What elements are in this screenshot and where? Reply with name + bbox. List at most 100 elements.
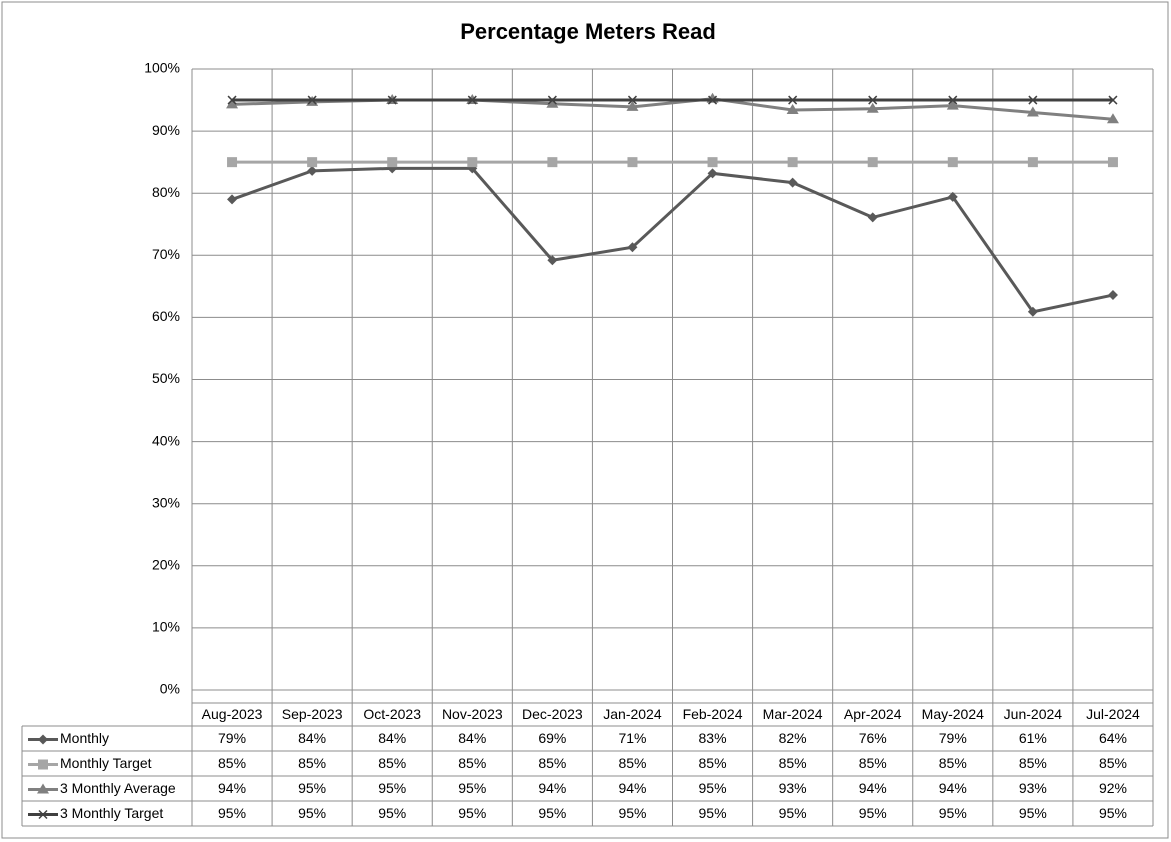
- data-point: [787, 177, 798, 188]
- data-point: [867, 157, 878, 168]
- table-value: 95%: [1099, 805, 1127, 821]
- table-value: 94%: [538, 780, 566, 796]
- table-value: 94%: [618, 780, 646, 796]
- x-tick-label: Apr-2024: [844, 706, 902, 722]
- data-point: [1108, 95, 1118, 105]
- x-tick-label: Feb-2024: [683, 706, 743, 722]
- x-tick-label: Aug-2023: [202, 706, 263, 722]
- table-value: 85%: [298, 755, 326, 771]
- data-point: [707, 157, 718, 168]
- table-value: 64%: [1099, 730, 1127, 746]
- table-value: 95%: [699, 780, 727, 796]
- table-value: 95%: [298, 780, 326, 796]
- table-value: 79%: [939, 730, 967, 746]
- table-value: 95%: [218, 805, 246, 821]
- y-tick-label: 50%: [152, 370, 180, 386]
- table-value: 85%: [779, 755, 807, 771]
- data-point: [868, 95, 878, 105]
- data-point: [708, 95, 718, 105]
- legend-marker: [37, 783, 49, 794]
- x-tick-label: Jul-2024: [1086, 706, 1140, 722]
- data-point: [387, 95, 397, 105]
- table-value: 95%: [618, 805, 646, 821]
- table-value: 95%: [298, 805, 326, 821]
- table-value: 76%: [859, 730, 887, 746]
- data-point: [467, 157, 478, 168]
- y-tick-label: 90%: [152, 122, 180, 138]
- x-tick-label: Jun-2024: [1004, 706, 1063, 722]
- table-value: 92%: [1099, 780, 1127, 796]
- table-value: 95%: [538, 805, 566, 821]
- x-tick-label: May-2024: [922, 706, 984, 722]
- data-point: [307, 165, 318, 176]
- y-tick-label: 10%: [152, 619, 180, 635]
- x-tick-label: Oct-2023: [363, 706, 421, 722]
- legend-label: Monthly: [60, 730, 109, 746]
- y-tick-label: 100%: [144, 60, 180, 76]
- table-value: 85%: [1019, 755, 1047, 771]
- data-point: [467, 95, 477, 105]
- table-value: 84%: [458, 730, 486, 746]
- chart-title: Percentage Meters Read: [460, 19, 716, 44]
- table-value: 79%: [218, 730, 246, 746]
- table-value: 84%: [298, 730, 326, 746]
- x-tick-label: Dec-2023: [522, 706, 583, 722]
- y-tick-label: 80%: [152, 184, 180, 200]
- data-point: [867, 212, 878, 223]
- table-value: 94%: [218, 780, 246, 796]
- table-value: 71%: [618, 730, 646, 746]
- table-value: 95%: [939, 805, 967, 821]
- data-point: [227, 194, 238, 205]
- data-point: [707, 168, 718, 179]
- data-point: [226, 98, 239, 109]
- data-point: [227, 157, 238, 168]
- data-point: [866, 102, 879, 113]
- data-point: [546, 97, 559, 108]
- table-value: 94%: [939, 780, 967, 796]
- series-line: [231, 166, 1114, 314]
- table-value: 83%: [699, 730, 727, 746]
- x-tick-label: Jan-2024: [603, 706, 662, 722]
- table-value: 85%: [699, 755, 727, 771]
- data-point: [627, 242, 638, 253]
- y-tick-label: 40%: [152, 432, 180, 448]
- data-point: [307, 157, 318, 168]
- table-value: 85%: [538, 755, 566, 771]
- data-point: [627, 157, 638, 168]
- table-value: 95%: [859, 805, 887, 821]
- data-point: [946, 99, 959, 110]
- y-tick-label: 60%: [152, 308, 180, 324]
- x-tick-label: Sep-2023: [282, 706, 343, 722]
- table-value: 95%: [458, 780, 486, 796]
- y-tick-label: 0%: [160, 681, 180, 697]
- table-value: 85%: [218, 755, 246, 771]
- legend-marker: [38, 734, 48, 745]
- table-value: 85%: [458, 755, 486, 771]
- table-value: 69%: [538, 730, 566, 746]
- table-value: 95%: [378, 805, 406, 821]
- data-point: [627, 95, 637, 105]
- table-value: 85%: [939, 755, 967, 771]
- x-tick-label: Mar-2024: [763, 706, 823, 722]
- legend-label: 3 Monthly Target: [60, 805, 163, 821]
- table-value: 85%: [378, 755, 406, 771]
- table-value: 93%: [1019, 780, 1047, 796]
- data-point: [786, 103, 799, 114]
- data-point: [787, 157, 798, 168]
- table-value: 85%: [859, 755, 887, 771]
- table-value: 82%: [779, 730, 807, 746]
- data-point: [387, 157, 398, 168]
- data-point: [788, 95, 798, 105]
- y-tick-label: 20%: [152, 557, 180, 573]
- y-tick-label: 70%: [152, 246, 180, 262]
- data-point: [307, 95, 317, 105]
- legend-marker: [38, 809, 48, 820]
- data-point: [947, 157, 958, 168]
- table-value: 85%: [618, 755, 646, 771]
- legend-label: Monthly Target: [60, 755, 152, 771]
- data-point: [547, 255, 558, 266]
- table-value: 95%: [779, 805, 807, 821]
- table-value: 84%: [378, 730, 406, 746]
- table-value: 94%: [859, 780, 887, 796]
